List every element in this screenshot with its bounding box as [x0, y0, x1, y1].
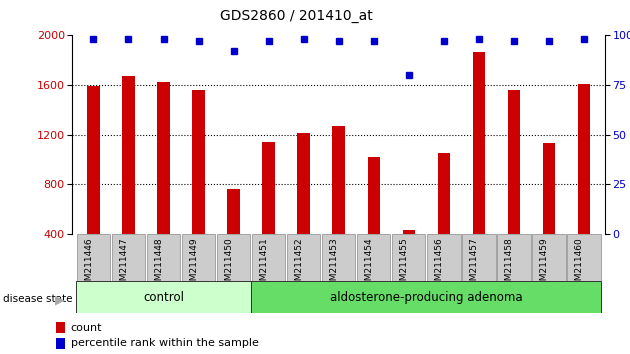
Bar: [403, 230, 415, 283]
Text: GSM211447: GSM211447: [120, 238, 129, 292]
Bar: [542, 143, 555, 283]
Bar: [297, 133, 310, 283]
Bar: [263, 142, 275, 283]
Bar: [532, 234, 566, 281]
Bar: [251, 281, 601, 313]
Bar: [55, 322, 66, 333]
Text: GSM211458: GSM211458: [505, 238, 513, 292]
Text: GSM211451: GSM211451: [260, 238, 268, 292]
Text: GSM211453: GSM211453: [329, 238, 338, 292]
Bar: [427, 234, 461, 281]
Bar: [192, 90, 205, 283]
Bar: [88, 86, 100, 283]
Bar: [578, 84, 590, 283]
Bar: [508, 90, 520, 283]
Text: GSM211449: GSM211449: [190, 238, 198, 292]
Bar: [462, 234, 496, 281]
Text: percentile rank within the sample: percentile rank within the sample: [71, 338, 259, 348]
Bar: [252, 234, 285, 281]
Text: count: count: [71, 322, 102, 332]
Text: GSM211448: GSM211448: [154, 238, 164, 292]
Text: aldosterone-producing adenoma: aldosterone-producing adenoma: [330, 291, 522, 304]
Text: GSM211459: GSM211459: [540, 238, 549, 292]
Text: disease state: disease state: [3, 294, 72, 304]
Text: GSM211446: GSM211446: [84, 238, 93, 292]
Bar: [322, 234, 355, 281]
Bar: [122, 76, 135, 283]
Bar: [367, 157, 380, 283]
Text: GSM211457: GSM211457: [470, 238, 479, 292]
Text: ▶: ▶: [55, 293, 65, 306]
Bar: [392, 234, 425, 281]
Text: control: control: [143, 291, 184, 304]
Text: GSM211460: GSM211460: [575, 238, 584, 292]
Text: GSM211452: GSM211452: [295, 238, 304, 292]
Bar: [227, 189, 239, 283]
Text: GSM211454: GSM211454: [365, 238, 374, 292]
Text: GSM211450: GSM211450: [224, 238, 234, 292]
Text: GDS2860 / 201410_at: GDS2860 / 201410_at: [220, 9, 372, 23]
Bar: [76, 281, 251, 313]
Bar: [287, 234, 321, 281]
Bar: [333, 126, 345, 283]
Bar: [147, 234, 180, 281]
Bar: [158, 82, 169, 283]
Bar: [472, 51, 485, 283]
Bar: [567, 234, 600, 281]
Text: GSM211456: GSM211456: [435, 238, 444, 292]
Bar: [497, 234, 530, 281]
Text: GSM211455: GSM211455: [399, 238, 409, 292]
Bar: [55, 338, 66, 349]
Bar: [77, 234, 110, 281]
Bar: [438, 153, 450, 283]
Bar: [217, 234, 250, 281]
Bar: [357, 234, 391, 281]
Bar: [112, 234, 146, 281]
Bar: [181, 234, 215, 281]
